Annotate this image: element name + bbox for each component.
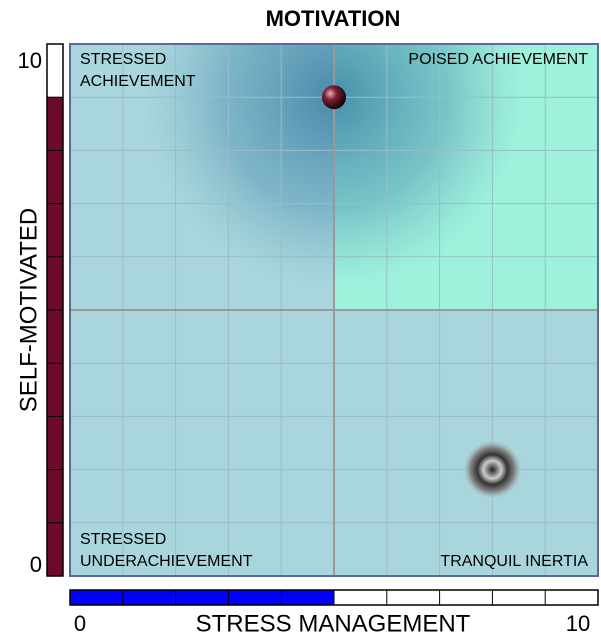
y-gauge-border xyxy=(46,43,64,577)
quadrant-label: POISED ACHIEVEMENT xyxy=(408,51,588,68)
y-gauge-fill xyxy=(47,97,63,576)
x-gauge-border xyxy=(69,589,599,606)
quadrant-label: STRESSED xyxy=(80,51,166,68)
plot-border xyxy=(69,43,599,577)
marker-ball xyxy=(322,85,346,110)
quadrant-label: TRANQUIL INERTIA xyxy=(440,553,588,570)
marker-spiral xyxy=(462,439,523,500)
y-tick-label: 0 xyxy=(30,552,42,577)
quadrant-label: ACHIEVEMENT xyxy=(80,73,196,90)
x-tick-label: 10 xyxy=(566,611,590,636)
y-axis-label: SELF-MOTIVATED xyxy=(15,208,42,412)
x-axis-label: STRESS MANAGEMENT xyxy=(196,610,471,637)
y-tick-label: 10 xyxy=(18,48,42,73)
x-gauge-fill xyxy=(70,590,334,605)
chart-title: MOTIVATION xyxy=(266,6,401,31)
quadrant-label: STRESSED xyxy=(80,531,166,548)
quadrant-label: UNDERACHIEVEMENT xyxy=(80,553,253,570)
x-tick-label: 0 xyxy=(74,611,86,636)
